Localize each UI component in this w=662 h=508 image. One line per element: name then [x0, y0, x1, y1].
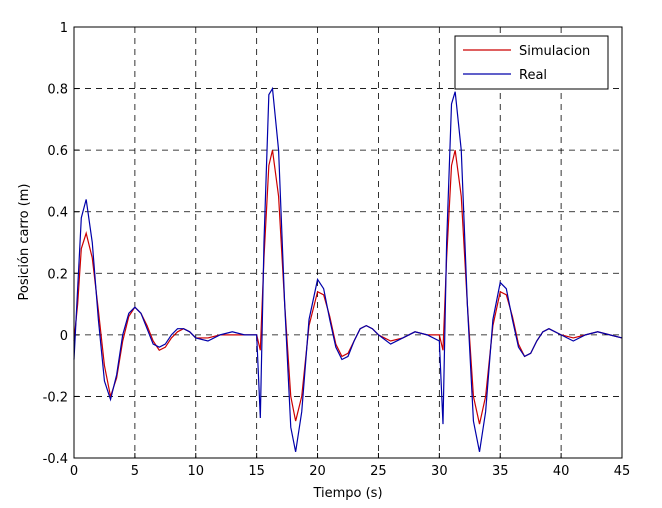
x-tick-label: 35: [492, 464, 509, 479]
y-tick-label: 1: [60, 21, 68, 36]
x-tick-label: 10: [188, 464, 205, 479]
x-tick-label: 40: [553, 464, 570, 479]
y-tick-label: -0.4: [43, 452, 68, 467]
x-tick-label: 20: [309, 464, 326, 479]
x-tick-label: 25: [370, 464, 387, 479]
legend-label: Real: [519, 68, 547, 83]
y-tick-label: 0.6: [47, 144, 68, 159]
y-tick-label: 0.8: [47, 83, 68, 98]
series-line: [73, 86, 623, 452]
x-tick-label: 0: [70, 464, 78, 479]
y-tick-label: 0.2: [47, 267, 68, 282]
y-axis-label: Posición carro (m): [17, 184, 32, 301]
y-tick-label: 0.4: [47, 206, 68, 221]
plot-frame: [73, 26, 623, 459]
y-tick-label: 0: [60, 329, 68, 344]
x-axis-label: Tiempo (s): [312, 486, 382, 501]
x-tick-label: 30: [431, 464, 448, 479]
legend-box: [454, 35, 609, 90]
plot-area: [73, 26, 623, 459]
x-tick-label: 45: [614, 464, 631, 479]
x-tick-label: 15: [248, 464, 265, 479]
x-tick-label: 5: [131, 464, 139, 479]
legend-label: Simulacion: [519, 44, 590, 59]
y-tick-label: -0.2: [43, 390, 68, 405]
